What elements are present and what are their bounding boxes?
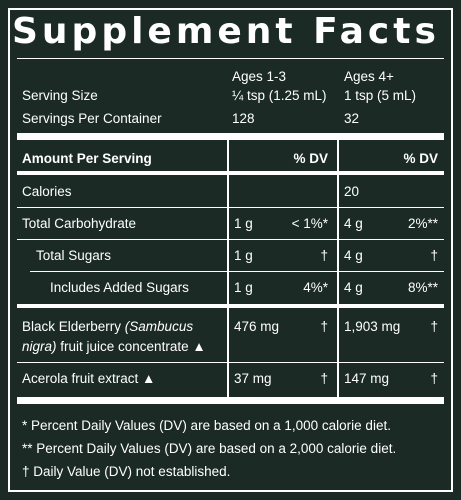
- ingredient-label-black-elderberry-line2: nigra) fruit juice concentrate ▲: [22, 338, 206, 356]
- acerola-amount-ages-4-plus: 147 mg: [344, 371, 390, 386]
- total-carb-amount-ages-1-3: 1 g: [234, 216, 253, 231]
- panel-title: Supplement Facts: [12, 11, 440, 52]
- elderberry-dv-ages-4-plus: †: [430, 319, 438, 334]
- added-sugars-dv-ages-4-plus: 8%**: [407, 280, 438, 295]
- thick-divider: [17, 133, 444, 140]
- added-sugars-amount-ages-4-plus: 4 g: [344, 280, 363, 295]
- column-separator-b: [337, 138, 339, 398]
- column-header-ages-1-3: Ages 1-3: [232, 69, 287, 84]
- acerola-amount-ages-1-3: 37 mg: [234, 371, 272, 386]
- total-sugars-amount-ages-1-3: 1 g: [234, 248, 253, 263]
- nutrient-label-total-sugars: Total Sugars: [36, 248, 112, 263]
- total-sugars-amount-ages-4-plus: 4 g: [344, 248, 363, 263]
- row-divider: [17, 239, 444, 240]
- total-sugars-dv-ages-4-plus: †: [430, 248, 438, 263]
- nutrient-label-total-carbohydrate: Total Carbohydrate: [22, 216, 137, 231]
- calories-ages-4-plus: 20: [344, 184, 360, 199]
- elderberry-latin-name: (Sambucus: [124, 319, 194, 334]
- total-sugars-dv-ages-1-3: †: [320, 248, 328, 263]
- servings-per-container-ages-4-plus: 32: [344, 111, 360, 126]
- acerola-dv-ages-4-plus: †: [430, 371, 438, 386]
- footnote-1000-calorie: * Percent Daily Values (DV) are based on…: [22, 418, 391, 433]
- added-sugars-amount-ages-1-3: 1 g: [234, 280, 253, 295]
- ingredient-label-acerola: Acerola fruit extract ▲: [22, 371, 156, 386]
- total-carb-dv-ages-1-3: < 1%*: [291, 216, 328, 231]
- serving-size-label: Serving Size: [22, 88, 98, 103]
- amount-per-serving-header: Amount Per Serving: [22, 151, 152, 166]
- row-divider: [30, 271, 444, 272]
- added-sugars-dv-ages-1-3: 4%*: [303, 280, 328, 295]
- serving-size-ages-4-plus: 1 tsp (5 mL): [344, 88, 417, 103]
- column-separator-a: [227, 138, 229, 398]
- servings-per-container-ages-1-3: 128: [232, 111, 255, 126]
- row-divider: [17, 207, 444, 208]
- nutrient-label-calories: Calories: [22, 184, 72, 199]
- column-header-ages-4-plus: Ages 4+: [344, 69, 394, 84]
- elderberry-dv-ages-1-3: †: [320, 319, 328, 334]
- elderberry-latin-name-line2: nigra): [22, 339, 57, 354]
- supplement-facts-panel: [8, 8, 453, 492]
- acerola-dv-ages-1-3: †: [320, 371, 328, 386]
- title-divider: [17, 58, 444, 59]
- header-divider: [17, 171, 444, 175]
- total-carb-amount-ages-4-plus: 4 g: [344, 216, 363, 231]
- elderberry-amount-ages-1-3: 476 mg: [234, 319, 280, 334]
- section-divider: [17, 304, 444, 308]
- ingredient-label-black-elderberry: Black Elderberry (Sambucus: [22, 318, 193, 336]
- dv-header-ages-1-3: % DV: [293, 151, 328, 166]
- serving-size-ages-1-3: ¼ tsp (1.25 mL): [232, 88, 327, 103]
- footnote-2000-calorie: ** Percent Daily Values (DV) are based o…: [22, 441, 397, 456]
- elderberry-label-text: Black Elderberry: [22, 319, 125, 334]
- dv-header-ages-4-plus: % DV: [403, 151, 438, 166]
- row-divider: [17, 362, 444, 363]
- nutrient-label-added-sugars: Includes Added Sugars: [50, 280, 189, 295]
- bottom-thick-divider: [17, 397, 444, 404]
- elderberry-label-line2-text: fruit juice concentrate ▲: [56, 339, 206, 354]
- elderberry-amount-ages-4-plus: 1,903 mg: [344, 319, 401, 334]
- servings-per-container-label: Servings Per Container: [22, 111, 162, 126]
- total-carb-dv-ages-4-plus: 2%**: [407, 216, 438, 231]
- footnote-dv-not-established: † Daily Value (DV) not established.: [22, 464, 231, 479]
